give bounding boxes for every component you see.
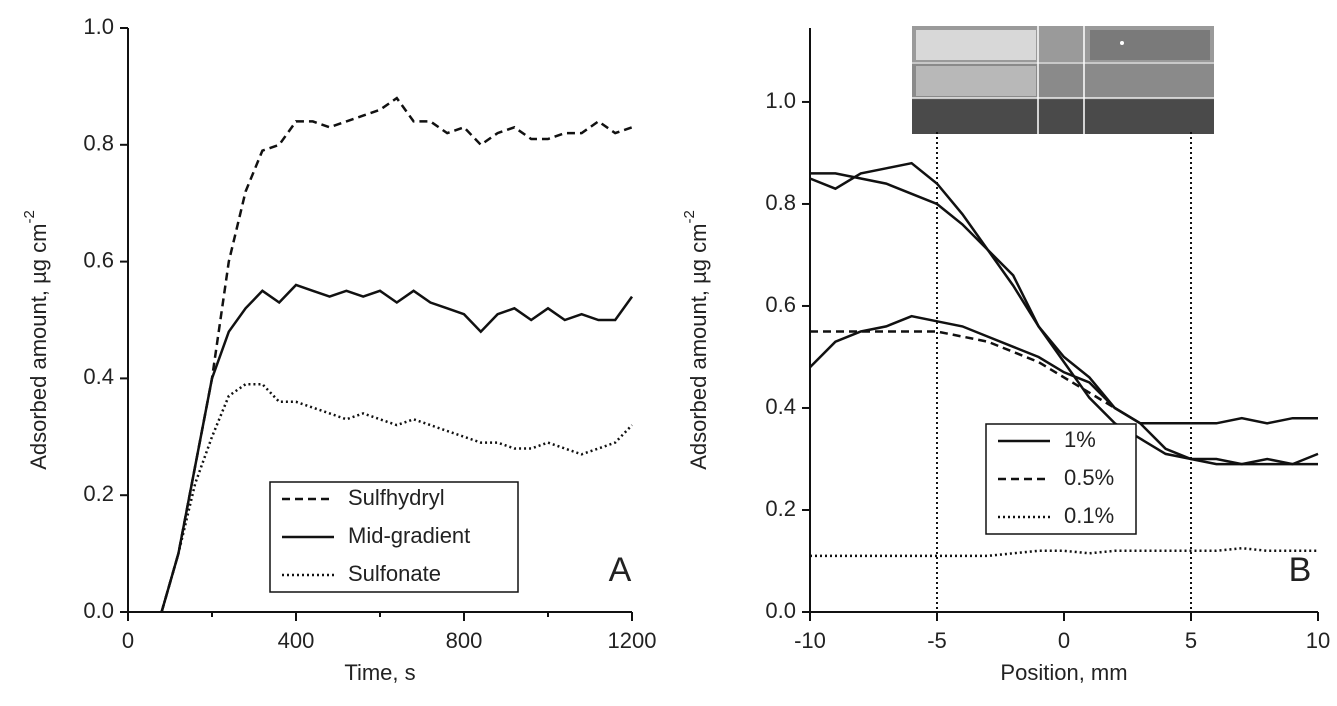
x-tick-label: -5 — [927, 628, 947, 653]
y-tick-label: 0.6 — [765, 292, 796, 317]
x-tick-label: 5 — [1185, 628, 1197, 653]
inset-image — [912, 26, 1214, 134]
data-line — [809, 161, 1319, 466]
legend-label: Sulfhydryl — [348, 485, 445, 510]
y-tick-label: 1.0 — [765, 88, 796, 113]
y-tick-label: 0.0 — [765, 598, 796, 623]
y-tick-label: 0.2 — [765, 496, 796, 521]
y-tick-label: 0.8 — [83, 131, 114, 156]
legend-label: 0.1% — [1064, 503, 1114, 528]
y-tick-label: 0.8 — [765, 190, 796, 215]
y-tick-label: 0.2 — [83, 481, 114, 506]
x-tick-label: 1200 — [608, 628, 657, 653]
data-line — [160, 382, 633, 613]
legend-label: Sulfonate — [348, 561, 441, 586]
y-axis-label-text: Adsorbed amount, µg cm — [26, 224, 51, 470]
y-axis-label-text: Adsorbed amount, µg cm — [686, 224, 711, 470]
data-line — [809, 314, 1318, 425]
legend-label: Mid-gradient — [348, 523, 470, 548]
x-tick-label: 0 — [1058, 628, 1070, 653]
y-tick-label: 1.0 — [83, 14, 114, 39]
data-line — [160, 96, 633, 613]
y-axis-label: Adsorbed amount, µg cm-2 — [21, 210, 51, 470]
legend-label: 1% — [1064, 427, 1096, 452]
y-axis-label-sup: -2 — [21, 210, 38, 223]
x-tick-label: 400 — [278, 628, 315, 653]
x-axis-label: Time, s — [344, 660, 415, 685]
y-tick-label: 0.6 — [83, 247, 114, 272]
y-axis-label: Adsorbed amount, µg cm-2 — [681, 210, 711, 470]
x-tick-label: 800 — [446, 628, 483, 653]
panel-label: A — [609, 551, 632, 589]
x-axis-label: Position, mm — [1000, 660, 1127, 685]
data-line — [810, 546, 1318, 558]
y-tick-label: 0.4 — [765, 394, 796, 419]
data-line — [810, 330, 1116, 410]
data-line — [810, 172, 1318, 466]
y-axis-label-sup: -2 — [681, 210, 698, 223]
data-line — [160, 283, 634, 613]
y-tick-label: 0.4 — [83, 364, 114, 389]
x-tick-label: -10 — [794, 628, 826, 653]
y-tick-label: 0.0 — [83, 598, 114, 623]
legend-label: 0.5% — [1064, 465, 1114, 490]
x-tick-label: 10 — [1306, 628, 1330, 653]
panel-label: B — [1289, 551, 1312, 589]
x-tick-label: 0 — [122, 628, 134, 653]
